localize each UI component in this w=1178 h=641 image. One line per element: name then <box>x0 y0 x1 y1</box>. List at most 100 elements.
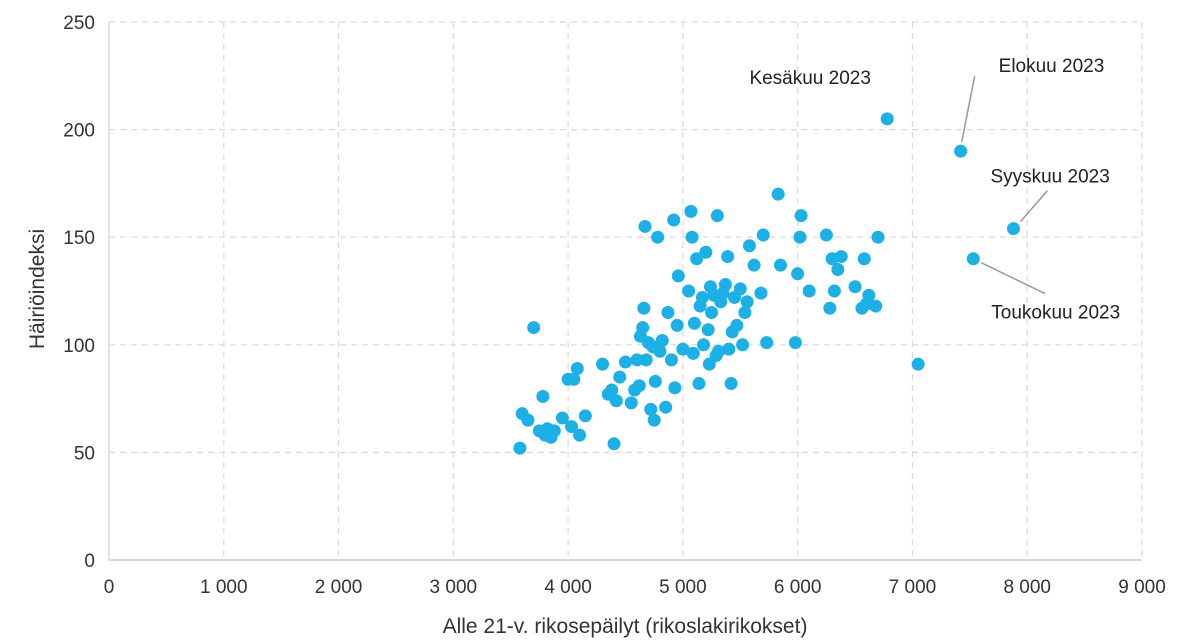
data-point <box>671 269 685 283</box>
data-point <box>722 342 736 356</box>
x-tick-label: 2 000 <box>315 577 363 598</box>
data-point <box>699 245 713 259</box>
data-point <box>565 420 579 434</box>
data-point <box>667 213 681 227</box>
data-point <box>695 290 709 304</box>
data-points <box>513 112 1020 455</box>
data-point <box>653 344 667 358</box>
data-point <box>664 353 678 367</box>
data-point <box>521 413 535 427</box>
data-point <box>676 342 690 356</box>
data-point <box>911 357 925 371</box>
data-point <box>567 372 581 386</box>
data-point <box>831 262 845 276</box>
data-point <box>754 286 768 300</box>
data-point <box>536 389 550 403</box>
data-point <box>954 144 968 158</box>
data-point <box>609 394 623 408</box>
data-point <box>513 441 527 455</box>
annotation-leaders <box>960 75 1049 295</box>
data-point <box>827 284 841 298</box>
data-point <box>644 402 658 416</box>
data-point <box>794 209 808 223</box>
data-point <box>760 336 774 350</box>
y-axis-title: Häiriöindeksi <box>26 229 49 349</box>
data-point <box>740 295 754 309</box>
y-tick-label: 100 <box>63 336 95 357</box>
data-point <box>596 357 610 371</box>
data-point <box>736 338 750 352</box>
data-point <box>648 374 662 388</box>
data-point <box>793 230 807 244</box>
y-tick-label: 50 <box>74 443 95 464</box>
x-tick-label: 5 000 <box>659 577 707 598</box>
data-point <box>659 400 673 414</box>
data-point <box>724 377 738 391</box>
x-tick-label: 4 000 <box>544 577 592 598</box>
data-point <box>661 306 675 320</box>
data-point <box>711 344 725 358</box>
data-point <box>647 413 661 427</box>
annotation-label: Elokuu 2023 <box>999 56 1105 77</box>
data-point <box>613 370 627 384</box>
data-point <box>624 396 638 410</box>
data-point <box>692 377 706 391</box>
data-point <box>555 411 569 425</box>
data-point <box>773 258 787 272</box>
x-axis-title: Alle 21-v. rikosepäilyt (rikoslakirikoks… <box>443 615 808 638</box>
data-point <box>705 306 719 320</box>
data-point <box>632 379 646 393</box>
data-point <box>871 230 885 244</box>
annotation-labels: Kesäkuu 2023 Elokuu 2023 Syyskuu 2023 Touko… <box>749 56 1120 324</box>
data-point <box>819 228 833 242</box>
data-point <box>655 333 669 347</box>
annotation-leader-line <box>960 75 976 143</box>
data-point <box>636 321 650 335</box>
x-tick-label: 1 000 <box>200 577 248 598</box>
y-tick-label: 0 <box>84 551 95 572</box>
data-point <box>686 346 700 360</box>
annotation-label: Toukokuu 2023 <box>991 303 1120 324</box>
annotation-leader-line <box>980 262 1046 295</box>
data-point <box>862 288 876 302</box>
data-point <box>771 187 785 201</box>
data-point <box>710 209 724 223</box>
data-point <box>869 299 883 313</box>
annotation-leader-line <box>1019 190 1049 223</box>
data-point <box>756 228 770 242</box>
axes: 0 1 000 2 000 3 000 4 000 5 000 6 000 7 000 8 00… <box>63 13 1165 598</box>
data-point <box>547 424 561 438</box>
x-tick-label: 6 000 <box>774 577 822 598</box>
annotation-label: Syyskuu 2023 <box>990 167 1109 188</box>
data-point <box>718 278 732 292</box>
x-tick-label: 7 000 <box>889 577 937 598</box>
data-point <box>721 250 735 264</box>
annotation-label: Kesäkuu 2023 <box>749 68 871 89</box>
data-point <box>685 230 699 244</box>
y-tick-label: 200 <box>63 121 95 142</box>
data-point <box>684 204 698 218</box>
data-point <box>682 284 696 298</box>
data-point <box>701 323 715 337</box>
x-tick-label: 8 000 <box>1003 577 1051 598</box>
data-point <box>637 301 651 315</box>
data-point <box>738 306 752 320</box>
x-tick-label: 3 000 <box>430 577 478 598</box>
data-point <box>1006 222 1020 236</box>
data-point <box>880 112 894 126</box>
data-point <box>857 252 871 266</box>
data-point <box>651 230 665 244</box>
data-point <box>733 282 747 296</box>
data-point <box>630 353 644 367</box>
data-point <box>573 428 587 442</box>
data-point <box>607 437 621 451</box>
data-point <box>848 280 862 294</box>
data-point <box>687 316 701 330</box>
data-point <box>570 361 584 375</box>
data-point <box>697 338 711 352</box>
data-point <box>638 219 652 233</box>
grid <box>109 21 1143 560</box>
data-point <box>742 239 756 253</box>
